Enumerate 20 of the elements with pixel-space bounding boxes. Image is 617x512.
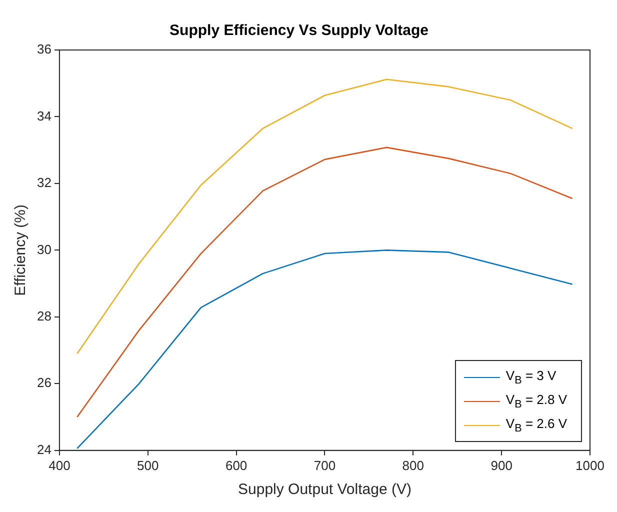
y-tick-label: 30	[36, 242, 52, 257]
x-tick-label: 500	[137, 458, 159, 473]
x-tick-label: 800	[402, 458, 424, 473]
y-tick-label: 24	[36, 442, 52, 457]
x-axis-title: Supply Output Voltage (V)	[238, 481, 412, 498]
x-tick-label: 1000	[576, 458, 604, 473]
legend-label: V$_{B}$ = 3 V	[506, 368, 556, 387]
x-tick-label: 400	[48, 458, 70, 473]
x-tick-label: 700	[314, 458, 336, 473]
y-tick-label: 34	[36, 108, 52, 124]
legend-label: V$_{B}$ = 2.6 V	[506, 416, 567, 435]
y-tick-label: 28	[36, 308, 52, 324]
y-tick-label: 32	[36, 175, 52, 190]
y-tick-label: 26	[36, 375, 52, 390]
y-axis-title: Efficiency (%)	[12, 204, 30, 296]
y-tick-label: 36	[36, 42, 52, 57]
legend-label: V$_{B}$ = 2.8 V	[506, 392, 567, 411]
x-tick-label: 900	[490, 458, 512, 473]
chart-title: Supply Efficiency Vs Supply Voltage	[170, 22, 428, 40]
x-tick-label: 600	[225, 458, 248, 473]
